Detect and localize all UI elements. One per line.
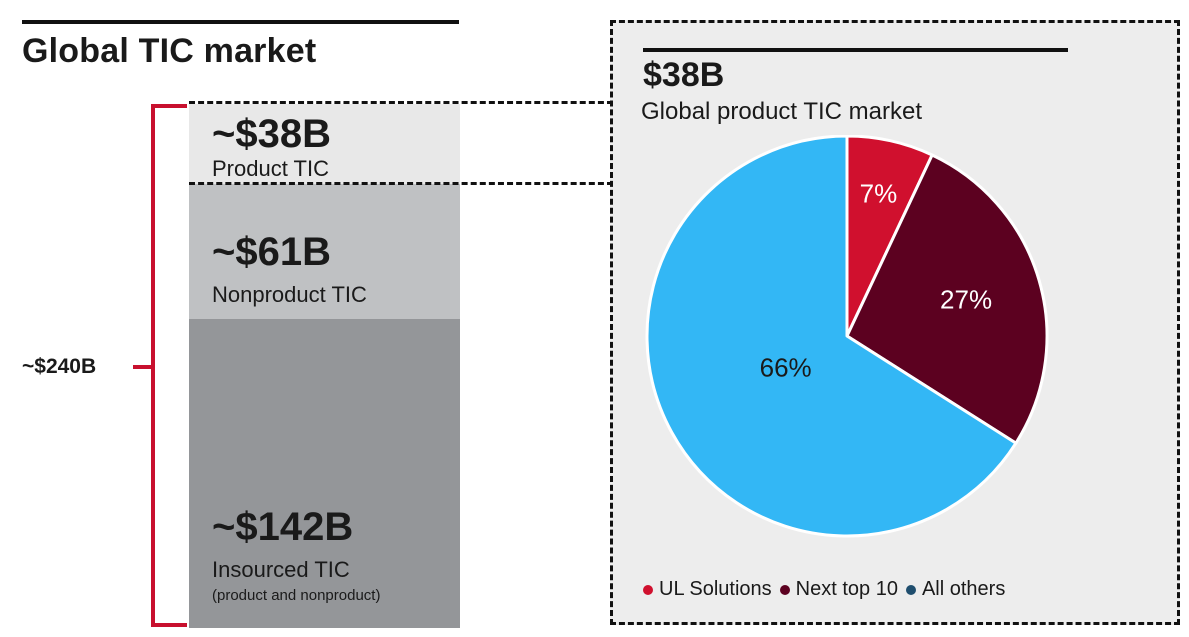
total-market-label: ~$240B [22,355,97,378]
legend-label-ul-solutions: UL Solutions [659,578,772,600]
connector-top [189,101,613,104]
legend-item-all-others: All others [905,578,1006,601]
pie-slice-all-others [645,135,1018,538]
segment-product-label: Product TIC [212,156,329,181]
legend-item-ul-solutions: UL Solutions [643,578,772,601]
legend-dot-next-top-10 [779,584,790,595]
segment-insourced-tic: ~$142B Insourced TIC (product and nonpro… [189,319,460,628]
segment-product-value: ~$38B [212,112,331,156]
segment-insourced-value: ~$142B [212,505,354,549]
pie-chart: 7% 27% 66% [645,135,1049,538]
legend-label-all-others: All others [921,578,1006,600]
total-bracket-top [151,104,187,108]
legend-dot-all-others [905,584,916,595]
segment-insourced-sub: (product and nonproduct) [212,587,381,604]
total-bracket-bottom [151,623,187,627]
segment-product-tic: ~$38B Product TIC [189,104,460,184]
connector-bottom [189,182,613,185]
panel-subtitle: Global product TIC market [641,98,923,125]
pie-label-all-others: 66% [760,353,812,383]
total-bracket [151,104,155,627]
segment-nonproduct-tic: ~$61B Nonproduct TIC [189,184,460,319]
page-title: Global TIC market [22,32,317,70]
legend-dot-ul-solutions [643,584,653,595]
chart-legend: UL Solutions Next top 10 All others [643,578,1013,601]
segment-nonproduct-value: ~$61B [212,230,331,274]
pie-label-next-top-10: 27% [940,284,992,314]
pie-label-ul-solutions: 7% [860,178,898,208]
panel-value: $38B [643,56,725,94]
panel-rule [643,48,1068,52]
segment-nonproduct-label: Nonproduct TIC [212,282,367,307]
legend-label-next-top-10: Next top 10 [795,578,898,600]
pie-slice-next-top-10 [845,153,1049,445]
title-rule [22,20,459,24]
segment-insourced-label: Insourced TIC [212,557,350,582]
legend-item-next-top-10: Next top 10 [779,578,898,601]
total-bracket-tick [133,365,153,369]
